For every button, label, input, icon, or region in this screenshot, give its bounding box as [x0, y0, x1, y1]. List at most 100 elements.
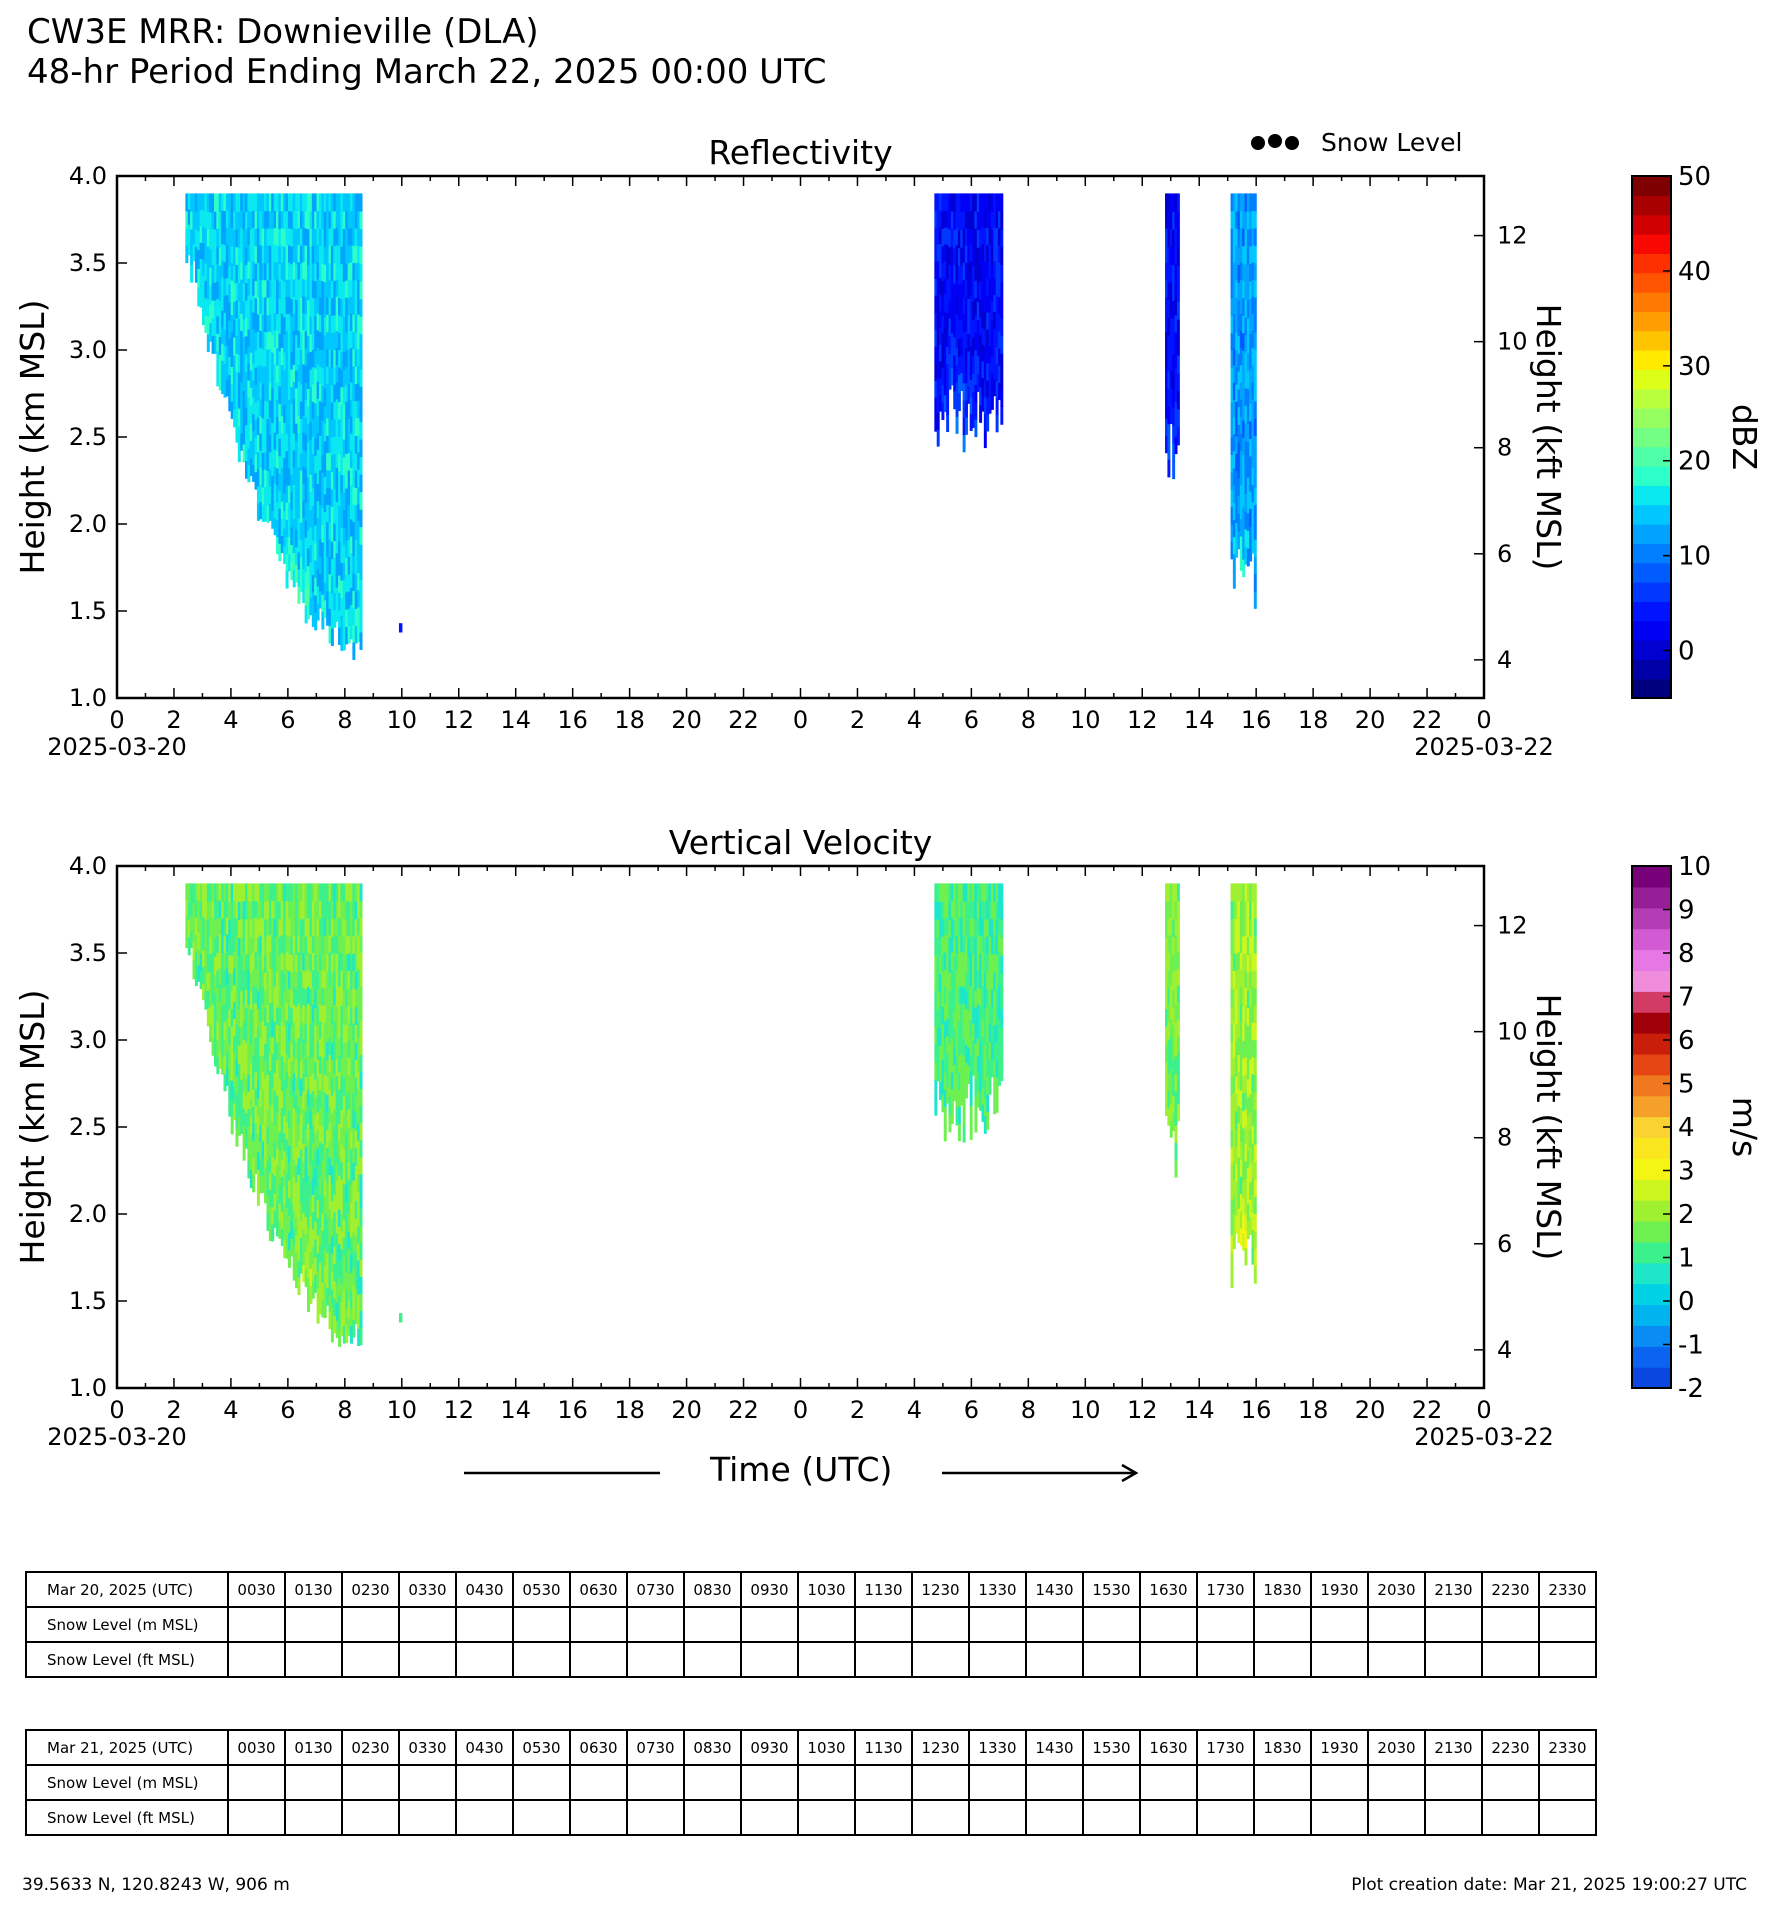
- echo-cell: [216, 1056, 220, 1075]
- echo-cell: [276, 485, 280, 503]
- echo-cell: [323, 1109, 327, 1128]
- echo-cell: [357, 1328, 361, 1347]
- echo-cell: [333, 952, 337, 971]
- echo-cell: [276, 210, 280, 229]
- y-tick-label: 1.5: [69, 1287, 107, 1315]
- echo-cell: [330, 210, 334, 229]
- echo-cell: [290, 972, 294, 991]
- echo-cell: [1242, 437, 1246, 456]
- echo-cell: [280, 952, 284, 971]
- table-value-cell: [227, 1641, 286, 1678]
- echo-cell: [349, 1042, 353, 1061]
- x-tick-label: 20: [671, 1396, 702, 1424]
- echo-cell: [314, 315, 318, 334]
- echo-cell: [271, 1172, 275, 1191]
- echo-cell: [290, 491, 294, 510]
- echo-cell: [266, 505, 270, 523]
- echo-cell: [934, 936, 938, 956]
- echo-cell: [314, 245, 318, 264]
- echo-cell: [290, 456, 294, 475]
- echo-cell: [299, 349, 303, 367]
- echo-cell: [1237, 1122, 1241, 1141]
- echo-cell: [268, 1087, 272, 1106]
- echo-cell: [333, 401, 337, 420]
- echo-cell: [261, 435, 265, 453]
- echo-cell: [316, 918, 320, 937]
- echo-cell: [357, 968, 361, 987]
- echo-cell: [1242, 1127, 1246, 1146]
- echo-cell: [1239, 450, 1243, 468]
- echo-cell: [345, 470, 349, 489]
- echo-cell: [993, 227, 997, 245]
- echo-cell: [252, 193, 256, 211]
- table-time-cell: 1530: [1082, 1729, 1141, 1766]
- echo-cell: [352, 1022, 356, 1041]
- table-time-cell: 2030: [1367, 1571, 1426, 1608]
- echo-cell: [268, 985, 272, 1004]
- echo-cell: [278, 298, 282, 317]
- figure-title-line1: CW3E MRR: Downieville (DLA): [27, 12, 539, 52]
- echo-cell: [359, 1156, 363, 1175]
- echo-cell: [352, 900, 356, 919]
- echo-cell: [1246, 1149, 1250, 1169]
- echo-cell: [302, 1247, 306, 1265]
- echo-cell: [1237, 388, 1241, 408]
- echo-cell: [1174, 1090, 1178, 1109]
- echo-cell: [993, 193, 997, 211]
- echo-cell: [988, 193, 992, 211]
- echo-cell: [1169, 388, 1173, 407]
- echo-cell: [256, 434, 260, 453]
- echo-cell: [943, 986, 947, 1005]
- echo-cell: [1235, 1093, 1239, 1112]
- echo-cell: [352, 504, 356, 522]
- echo-cell: [974, 1114, 978, 1133]
- echo-cell: [211, 1020, 215, 1039]
- echo-cell: [990, 971, 994, 990]
- echo-cell: [276, 399, 280, 417]
- echo-cell: [960, 1002, 964, 1021]
- echo-cell: [352, 918, 356, 937]
- echo-cell: [342, 1166, 346, 1185]
- echo-cell: [1253, 1057, 1257, 1076]
- echo-cell: [338, 418, 342, 437]
- echo-cell: [352, 279, 356, 298]
- echo-cell: [256, 972, 260, 992]
- echo-cell: [960, 282, 964, 302]
- echo-cell: [283, 919, 287, 938]
- echo-cell: [314, 594, 318, 613]
- echo-cell: [264, 193, 268, 212]
- echo-cell: [268, 296, 272, 315]
- y-tick-label: 3.5: [69, 249, 107, 277]
- echo-cell: [302, 534, 306, 552]
- echo-cell: [276, 416, 280, 435]
- echo-cell: [197, 287, 201, 307]
- echo-cell: [1244, 918, 1248, 937]
- echo-cell: [318, 297, 322, 315]
- echo-cell: [950, 315, 954, 334]
- echo-cell: [943, 1089, 947, 1108]
- echo-cell: [352, 1127, 356, 1146]
- echo-cell: [960, 229, 964, 248]
- echo-cell: [318, 1038, 322, 1057]
- echo-cell: [292, 261, 296, 280]
- echo-cell: [225, 378, 229, 397]
- echo-cell: [304, 1041, 308, 1060]
- echo-cell: [962, 1021, 966, 1040]
- echo-cell: [969, 985, 973, 1004]
- echo-cell: [1230, 1076, 1234, 1095]
- colorbar-bin: [1632, 504, 1671, 525]
- echo-cell: [328, 1242, 332, 1261]
- echo-cell: [299, 1149, 303, 1168]
- echo-cell: [309, 1110, 313, 1129]
- echo-cell: [283, 1008, 287, 1027]
- table-value-cell: [626, 1641, 685, 1678]
- echo-cell: [1253, 1144, 1257, 1163]
- echo-cell: [338, 1106, 342, 1124]
- echo-cell: [1251, 1246, 1255, 1265]
- echo-cell: [223, 295, 227, 313]
- echo-cell: [218, 318, 222, 337]
- echo-cell: [330, 971, 334, 990]
- echo-cell: [259, 1020, 263, 1039]
- echo-cell: [194, 211, 198, 230]
- echo-cell: [967, 298, 971, 317]
